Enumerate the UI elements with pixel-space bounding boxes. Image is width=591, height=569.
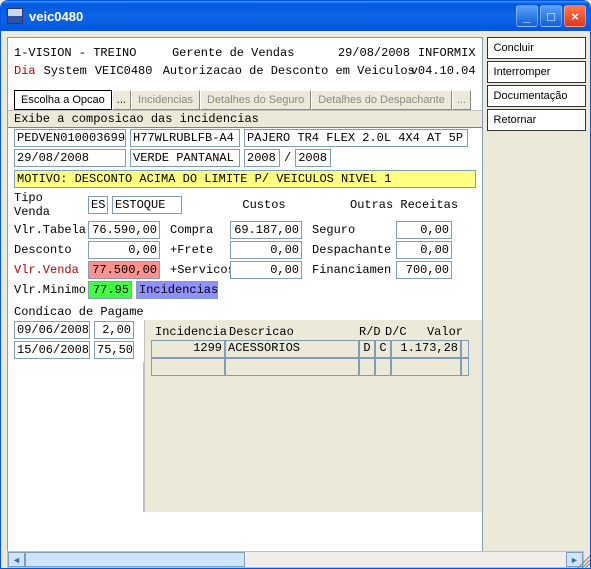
seguro-label: Seguro: [312, 223, 392, 237]
vlr-tabela-label: Vlr.Tabela: [14, 223, 84, 237]
outras-heading: Outras Receitas: [350, 198, 458, 212]
financ-label: Financiamen: [312, 263, 392, 277]
retornar-button[interactable]: Retornar: [487, 109, 586, 131]
despachante-label: Despachante: [312, 243, 392, 257]
cond-val-0[interactable]: 2,00: [94, 321, 134, 339]
cor-field[interactable]: VERDE PANTANAL: [130, 149, 240, 167]
col-valor: Valor: [407, 325, 467, 339]
compra-field[interactable]: 69.187,00: [230, 221, 302, 239]
vlr-venda-field[interactable]: 77.500,00: [88, 261, 160, 279]
version-label: v04.10.04: [411, 64, 476, 78]
veiculo-field[interactable]: PAJERO TR4 FLEX 2.0L 4X4 AT 5P: [244, 129, 468, 147]
role-label: Gerente de Vendas: [172, 46, 322, 60]
concluir-button[interactable]: Concluir: [487, 37, 586, 59]
tipo-venda-label: Tipo Venda: [14, 191, 84, 219]
cell-desc: ACESSORIOS CORTESIA: [225, 340, 359, 358]
col-descricao: Descricao: [225, 325, 355, 339]
side-panel: Concluir Interromper Documentação Retorn…: [487, 37, 586, 568]
close-button[interactable]: ×: [564, 5, 586, 27]
app-window: veic0480 _ □ × 1-VISION - TREINO Gerente…: [0, 0, 591, 569]
ellipsis-button[interactable]: ...: [112, 90, 131, 110]
custos-heading: Custos: [224, 198, 304, 212]
tipo-venda-codigo[interactable]: ES: [88, 196, 108, 214]
financ-field[interactable]: 700,00: [396, 261, 452, 279]
org-label: 1-VISION - TREINO: [14, 46, 164, 60]
cell-rd: D: [359, 340, 375, 358]
window-title: veic0480: [29, 9, 516, 24]
servicos-field[interactable]: 0,00: [230, 261, 302, 279]
desconto-field[interactable]: 0,00: [88, 241, 160, 259]
grid-header: Incidencia Descricao R/D D/C Valor: [151, 324, 476, 340]
status-strip: Exibe a composicao das incidencias: [8, 110, 482, 128]
scroll-left-button[interactable]: ◄: [8, 552, 25, 567]
frete-label: +Frete: [170, 243, 226, 257]
cond-pag-label: Condicao de Pagame: [14, 305, 144, 319]
despachante-field[interactable]: 0,00: [396, 241, 452, 259]
cell-valor: 1.173,28: [391, 340, 461, 358]
scroll-thumb[interactable]: [25, 552, 245, 567]
cell-dc: C: [375, 340, 391, 358]
system-label: System: [44, 64, 87, 78]
ellipsis-button-2[interactable]: ...: [452, 90, 471, 110]
titlebar[interactable]: veic0480 _ □ ×: [1, 1, 590, 31]
chassi-field[interactable]: H77WLRUBLFB-A4: [130, 129, 240, 147]
ano-sep: /: [284, 151, 291, 165]
cond-data-1[interactable]: 15/06/2008: [14, 341, 90, 359]
cond-data-0[interactable]: 09/06/2008: [14, 321, 90, 339]
cond-val-1[interactable]: 75,50: [94, 341, 134, 359]
ano2-field[interactable]: 2008: [295, 149, 331, 167]
pedido-field[interactable]: PEDVEN010003699: [14, 129, 126, 147]
col-dc: D/C: [381, 325, 407, 339]
vlr-minimo-label: Vlr.Minimo: [14, 283, 84, 297]
data-field[interactable]: 29/08/2008: [14, 149, 126, 167]
minimize-button[interactable]: _: [516, 5, 538, 27]
documentacao-button[interactable]: Documentação: [487, 85, 586, 107]
db-label: INFORMIX: [418, 46, 476, 60]
ano1-field[interactable]: 2008: [244, 149, 280, 167]
escolha-button[interactable]: Escolha a Opcao: [14, 90, 112, 110]
seguro-field[interactable]: 0,00: [396, 221, 452, 239]
header-date: 29/08/2008: [330, 46, 410, 60]
tab-detalhes-despachante[interactable]: Detalhes do Despachante: [311, 90, 452, 110]
dia-label: Dia: [14, 64, 36, 78]
cell-inc: 1299: [151, 340, 225, 358]
tab-row: Escolha a Opcao ... Incidencias Detalhes…: [8, 88, 482, 110]
prog-label: VEIC0480: [95, 64, 155, 78]
col-incidencia: Incidencia: [151, 325, 225, 339]
grid-row[interactable]: 1299 ACESSORIOS CORTESIA D C 1.173,28: [151, 340, 476, 358]
compra-label: Compra: [170, 223, 226, 237]
servicos-label: +Servicos: [170, 263, 226, 277]
maximize-button[interactable]: □: [540, 5, 562, 27]
resize-grip[interactable]: [574, 552, 590, 568]
interromper-button[interactable]: Interromper: [487, 61, 586, 83]
frete-field[interactable]: 0,00: [230, 241, 302, 259]
vlr-venda-label: Vlr.Venda: [14, 263, 84, 277]
vlr-minimo-field[interactable]: 77.95: [88, 281, 132, 299]
subtitle-label: Autorizacao de Desconto em Veiculos: [163, 64, 403, 78]
client-area: 1-VISION - TREINO Gerente de Vendas 29/0…: [1, 31, 590, 568]
tab-incidencias[interactable]: Incidencias: [131, 90, 200, 110]
tipo-venda-desc[interactable]: ESTOQUE: [112, 196, 182, 214]
col-rd: R/D: [355, 325, 381, 339]
main-panel: 1-VISION - TREINO Gerente de Vendas 29/0…: [7, 37, 483, 568]
desconto-label: Desconto: [14, 243, 84, 257]
incidencias-sub[interactable]: Incidencias: [136, 281, 218, 299]
motivo-banner: MOTIVO: DESCONTO ACIMA DO LIMITE P/ VEIC…: [14, 170, 476, 188]
horizontal-scrollbar[interactable]: ◄ ►: [7, 551, 584, 568]
vlr-tabela-field[interactable]: 76.590,00: [88, 221, 160, 239]
app-icon: [7, 8, 23, 24]
tab-detalhes-seguro[interactable]: Detalhes do Seguro: [200, 90, 311, 110]
